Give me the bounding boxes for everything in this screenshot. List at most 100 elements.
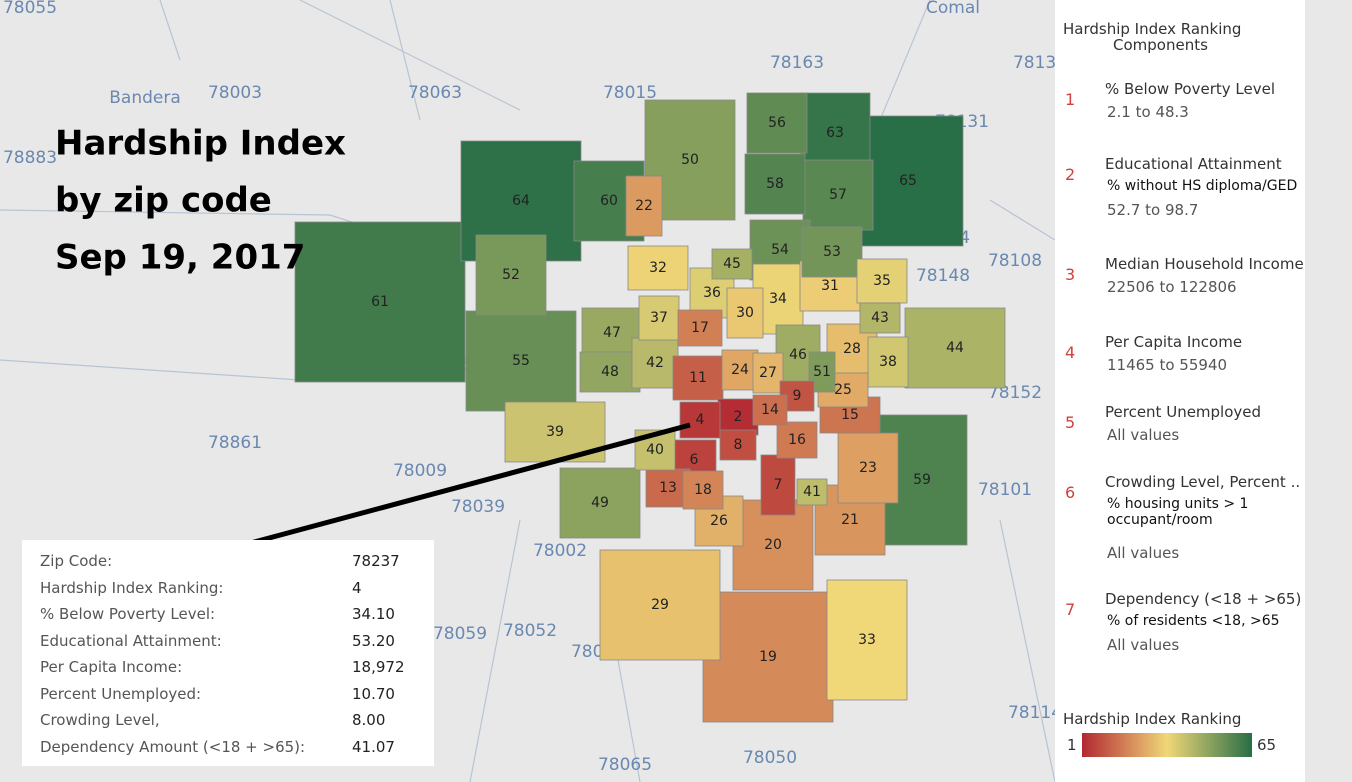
component-name: Per Capita Income (1105, 333, 1243, 351)
tooltip-label: % Below Poverty Level: (40, 605, 216, 623)
pointer-line (231, 422, 691, 551)
zip-region (796, 478, 828, 506)
place-label: 78163 (770, 53, 824, 73)
region-label: 19 (759, 649, 777, 665)
legend-min: 1 (1067, 736, 1077, 754)
tooltip-value: 34.10 (352, 605, 395, 623)
tooltip-label: Dependency Amount (<18 + >65): (40, 737, 306, 756)
place-label: 78114 (1008, 703, 1062, 723)
roads (0, 0, 1056, 782)
tooltip-label: Percent Unemployed: (40, 684, 202, 703)
region-label: 7 (774, 477, 783, 493)
region-label: 16 (788, 432, 806, 448)
region-label: 41 (803, 484, 821, 500)
road (0, 0, 1056, 782)
region-label: 23 (859, 460, 877, 476)
region-label: 42 (646, 355, 664, 371)
place-label: 78132 (1013, 53, 1067, 73)
region-label: 34 (769, 291, 787, 307)
region-label: 55 (512, 353, 530, 369)
region-label: 46 (789, 347, 807, 363)
tooltip-label: Per Capita Income: (40, 658, 183, 676)
region-label: 14 (761, 402, 779, 418)
region-label: 39 (546, 424, 564, 440)
component-number: 7 (1065, 600, 1076, 619)
zip-region (719, 429, 757, 461)
region-label: 65 (899, 173, 917, 189)
component-number: 6 (1065, 483, 1076, 502)
region-label: 25 (834, 382, 852, 398)
component-number: 3 (1065, 265, 1076, 284)
zip-region (679, 401, 721, 439)
zip-region (702, 591, 834, 723)
tooltip-value: 41.07 (352, 737, 395, 756)
component-range: All values (1107, 544, 1180, 562)
region-label: 51 (813, 364, 831, 380)
zip-region (465, 310, 577, 412)
component-range: 11465 to 55940 (1107, 356, 1228, 374)
region-label: 63 (826, 125, 844, 141)
region-label: 15 (841, 407, 859, 423)
region-label: 32 (649, 260, 667, 276)
zip-region (475, 234, 547, 316)
region-label: 37 (650, 310, 668, 326)
place-label: 78148 (916, 266, 970, 286)
place-label: 78108 (988, 251, 1042, 271)
region-label: 49 (591, 495, 609, 511)
region-label: 54 (771, 242, 789, 258)
region-label: 35 (873, 273, 891, 289)
zip-region (721, 349, 759, 391)
region-label: 56 (768, 115, 786, 131)
component-range: 22506 to 122806 (1107, 278, 1237, 296)
place-label: 78055 (3, 0, 57, 18)
tooltip-value: 18,972 (352, 658, 405, 676)
tooltip-value: 4 (352, 578, 362, 597)
region-label: 2 (734, 409, 743, 425)
tooltip: Zip Code: 78237 Hardship Index Ranking: 4 % … (22, 540, 434, 766)
panel-title: Components (1113, 36, 1208, 54)
component-number: 2 (1065, 165, 1076, 184)
region-label: 44 (946, 340, 964, 356)
zip-region (859, 302, 901, 334)
zip-region (801, 226, 863, 278)
map-title: by zip code (55, 181, 272, 221)
region-label: 8 (734, 437, 743, 453)
zip-region (744, 153, 806, 215)
component-name: Percent Unemployed (1105, 403, 1262, 421)
place-label: 78063 (408, 83, 462, 103)
component-name: Crowding Level, Percent .. (1105, 473, 1301, 491)
region-label: 50 (681, 152, 699, 168)
component-subtitle: % of residents <18, >65 (1107, 613, 1280, 629)
zip-region (682, 470, 724, 510)
component-range: 52.7 to 98.7 (1107, 201, 1199, 219)
region-label: 30 (736, 305, 754, 321)
region-label: 47 (603, 325, 621, 341)
zip-region (752, 352, 784, 394)
legend-max: 65 (1257, 736, 1277, 754)
region-label: 22 (635, 198, 653, 214)
component-range: 2.1 to 48.3 (1107, 103, 1189, 121)
region-label: 61 (371, 294, 389, 310)
component-name: Dependency (<18 + >65) (1105, 590, 1302, 608)
region-label: 53 (823, 244, 841, 260)
component-number: 4 (1065, 343, 1076, 362)
tooltip-value: 78237 (352, 552, 400, 570)
place-label: 78861 (208, 433, 262, 453)
zip-region (599, 549, 721, 661)
region-label: 27 (759, 365, 777, 381)
region-label: 20 (764, 537, 782, 553)
zip-region (904, 307, 1006, 389)
region-label: 28 (843, 341, 861, 357)
panel-title: Hardship Index Ranking (1063, 20, 1242, 38)
place-label: 78101 (978, 480, 1032, 500)
region-label: 57 (829, 187, 847, 203)
component-name: Educational Attainment (1105, 155, 1282, 173)
map-title: Hardship Index (55, 124, 346, 164)
tooltip-value: 53.20 (352, 631, 395, 650)
map-title: Sep 19, 2017 (55, 238, 305, 278)
tooltip-value: 8.00 (352, 711, 386, 729)
region-label: 40 (646, 442, 664, 458)
place-label: 78065 (598, 755, 652, 775)
